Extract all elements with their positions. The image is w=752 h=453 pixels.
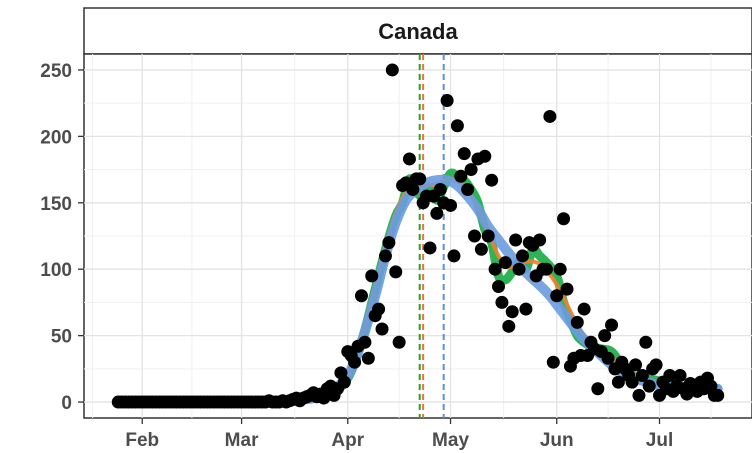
panel-title: Canada — [378, 19, 458, 44]
data-point — [550, 289, 564, 303]
data-point — [611, 375, 625, 389]
data-point — [457, 147, 471, 161]
data-point — [509, 233, 523, 247]
data-point — [546, 355, 560, 369]
data-point — [577, 302, 591, 316]
data-point — [365, 269, 379, 283]
reference-lines — [418, 54, 445, 418]
y-tick-label: 150 — [40, 194, 72, 215]
data-point — [539, 262, 553, 276]
data-point — [502, 319, 516, 333]
data-point — [389, 265, 403, 279]
data-point — [450, 119, 464, 133]
data-point — [492, 279, 506, 293]
data-point — [375, 322, 389, 336]
data-point — [498, 256, 512, 270]
data-point — [461, 183, 475, 197]
data-point — [440, 93, 454, 107]
data-point — [601, 351, 615, 365]
data-point — [625, 375, 639, 389]
data-point — [629, 358, 643, 372]
data-point — [464, 163, 478, 177]
data-point — [468, 229, 482, 243]
axis-ticks — [78, 69, 661, 424]
x-axis-tick-labels: Feb Mar Apr May Jun Jul — [125, 430, 673, 451]
data-point — [392, 335, 406, 349]
data-point — [543, 109, 557, 123]
data-point — [635, 368, 649, 382]
data-point — [361, 351, 375, 365]
data-point — [557, 212, 571, 226]
x-tick-label: Jun — [540, 430, 574, 451]
strip-header — [83, 7, 752, 55]
data-point — [474, 242, 488, 256]
data-point — [515, 249, 529, 263]
x-tick-label: Feb — [125, 430, 159, 451]
data-point — [337, 375, 351, 389]
data-point — [382, 236, 396, 250]
data-point — [488, 262, 502, 276]
data-point — [570, 315, 584, 329]
data-point — [454, 169, 468, 183]
data-point — [430, 206, 444, 220]
data-point — [673, 368, 687, 382]
data-point — [385, 63, 399, 77]
data-point — [406, 183, 420, 197]
data-point — [663, 368, 677, 382]
data-point — [533, 233, 547, 247]
data-points — [111, 63, 725, 409]
data-point — [378, 249, 392, 263]
data-point — [433, 183, 447, 197]
data-point — [354, 289, 368, 303]
data-point — [591, 382, 605, 396]
x-tick-label: May — [432, 430, 469, 451]
data-point — [372, 302, 386, 316]
x-tick-label: Jul — [646, 430, 673, 451]
data-point — [358, 335, 372, 349]
data-point — [553, 262, 567, 276]
data-point — [512, 262, 526, 276]
data-point — [639, 335, 653, 349]
data-point — [642, 379, 656, 393]
y-tick-label: 200 — [40, 127, 72, 148]
data-point — [605, 318, 619, 332]
data-point — [560, 282, 574, 296]
y-tick-label: 250 — [40, 61, 72, 82]
data-point — [711, 388, 725, 402]
data-point — [649, 358, 663, 372]
data-point — [632, 388, 646, 402]
x-tick-label: Apr — [331, 430, 364, 451]
data-point — [519, 302, 533, 316]
minor-gridlines — [84, 54, 752, 418]
data-point — [505, 305, 519, 319]
y-tick-label: 0 — [61, 393, 72, 414]
y-tick-label: 100 — [40, 260, 72, 281]
data-point — [423, 241, 437, 255]
data-point — [485, 173, 499, 187]
y-tick-label: 50 — [51, 327, 72, 348]
data-point — [413, 172, 427, 186]
x-tick-label: Mar — [225, 430, 259, 451]
data-point — [598, 329, 612, 343]
y-axis-tick-labels: 0 50 100 150 200 250 — [40, 61, 72, 414]
data-point — [402, 152, 416, 166]
data-point — [348, 355, 362, 369]
data-point — [447, 249, 461, 263]
data-point — [478, 149, 492, 163]
data-point — [495, 295, 509, 309]
data-point — [481, 229, 495, 243]
data-point — [444, 198, 458, 212]
